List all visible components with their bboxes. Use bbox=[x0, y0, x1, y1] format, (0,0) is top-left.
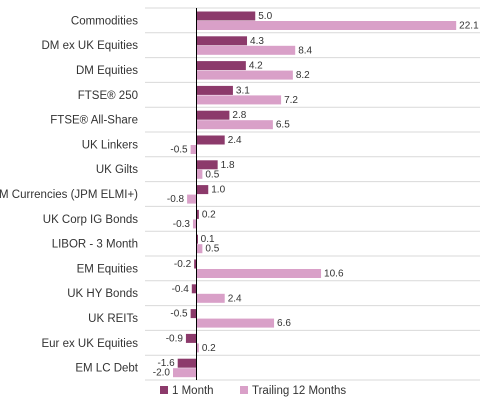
bar-trailing-12-months bbox=[173, 368, 197, 378]
value-label: 10.6 bbox=[324, 269, 344, 280]
value-label: 22.1 bbox=[459, 21, 479, 32]
value-label: 0.1 bbox=[201, 234, 215, 245]
bar-trailing-12-months bbox=[196, 293, 225, 303]
bar-1-month bbox=[196, 160, 218, 170]
bar-trailing-12-months bbox=[190, 145, 197, 154]
value-label: -2.0 bbox=[153, 368, 171, 379]
value-label: 0.5 bbox=[205, 169, 219, 180]
bar-trailing-12-months bbox=[196, 21, 457, 30]
bar-trailing-12-months bbox=[196, 318, 275, 328]
category-label: Commodities bbox=[71, 15, 138, 27]
category-label: UK Corp IG Bonds bbox=[43, 214, 138, 226]
bar-trailing-12-months bbox=[196, 120, 273, 130]
category-label: EM LC Debt bbox=[75, 363, 138, 375]
bar-1-month bbox=[196, 36, 248, 46]
bar-1-month bbox=[196, 135, 225, 145]
bar-trailing-12-months bbox=[196, 244, 203, 254]
value-label: 4.2 bbox=[249, 61, 263, 72]
value-label: 0.5 bbox=[205, 244, 219, 255]
bar-1-month bbox=[196, 85, 233, 95]
bar-trailing-12-months bbox=[196, 95, 282, 105]
bar-trailing-12-months bbox=[196, 70, 293, 80]
value-label: 0.2 bbox=[202, 209, 216, 220]
bar-trailing-12-months bbox=[196, 343, 199, 353]
value-label: -0.4 bbox=[172, 284, 190, 295]
value-label: 8.2 bbox=[296, 70, 310, 81]
value-label: 3.1 bbox=[236, 85, 250, 96]
bar-1-month bbox=[185, 333, 197, 343]
legend-swatch-1-month bbox=[160, 386, 168, 394]
category-label: UK REITs bbox=[88, 313, 138, 325]
value-label: 6.5 bbox=[276, 120, 290, 131]
bar-1-month bbox=[177, 358, 197, 368]
bar-trailing-12-months bbox=[192, 219, 197, 229]
bar-1-month bbox=[196, 110, 230, 120]
value-labels: 5.0 22.1 4.3 8.4 4.2 8.2 3.1 7.2 2.8 6.5 2.4 -0.5 1.… bbox=[153, 11, 479, 379]
value-label: -0.2 bbox=[174, 259, 192, 270]
bar-1-month bbox=[196, 209, 199, 219]
value-label: -0.9 bbox=[166, 333, 184, 344]
value-label: 8.4 bbox=[298, 45, 312, 56]
value-label: 2.4 bbox=[228, 135, 242, 146]
bar-1-month bbox=[196, 61, 246, 71]
category-labels: Commodities DM ex UK Equities DM Equities F… bbox=[0, 15, 139, 374]
value-label: 4.3 bbox=[250, 36, 264, 47]
category-label: UK HY Bonds bbox=[67, 288, 138, 300]
value-label: -0.3 bbox=[173, 219, 191, 230]
value-label: -0.5 bbox=[170, 309, 188, 320]
value-label: -1.6 bbox=[157, 358, 175, 369]
category-label: Eur ex UK Equities bbox=[41, 338, 138, 350]
bar-1-month bbox=[191, 284, 197, 294]
bar-trailing-12-months bbox=[196, 169, 203, 179]
category-label: EM Currencies (JPM ELMI+) bbox=[0, 189, 138, 201]
gridlines bbox=[145, 7, 480, 381]
category-label: EM Equities bbox=[77, 263, 139, 275]
bars bbox=[173, 11, 457, 378]
value-label: 2.8 bbox=[232, 110, 246, 121]
legend-label: Trailing 12 Months bbox=[252, 385, 346, 397]
value-label: 1.8 bbox=[221, 160, 235, 171]
value-label: -0.8 bbox=[167, 194, 185, 205]
value-label: 2.4 bbox=[228, 293, 242, 304]
bar-trailing-12-months bbox=[187, 194, 197, 204]
value-label: 1.0 bbox=[211, 185, 225, 196]
bar-trailing-12-months bbox=[196, 45, 296, 55]
bar-1-month bbox=[196, 234, 198, 244]
legend-label: 1 Month bbox=[172, 385, 214, 397]
value-label: 5.0 bbox=[258, 11, 272, 22]
category-label: UK Gilts bbox=[96, 164, 138, 176]
category-label: FTSE® 250 bbox=[78, 90, 138, 102]
bar-1-month bbox=[194, 259, 197, 269]
legend: 1 Month Trailing 12 Months bbox=[160, 385, 346, 397]
bar-1-month bbox=[190, 309, 197, 319]
category-label: UK Linkers bbox=[82, 139, 138, 151]
category-label: DM Equities bbox=[76, 65, 138, 77]
value-label: -0.5 bbox=[170, 145, 188, 156]
category-label: DM ex UK Equities bbox=[41, 40, 138, 52]
bar-trailing-12-months bbox=[196, 269, 322, 278]
value-label: 7.2 bbox=[284, 95, 298, 106]
legend-swatch-trailing-12-months bbox=[240, 386, 248, 394]
value-label: 0.2 bbox=[202, 343, 216, 354]
bar-1-month bbox=[196, 11, 256, 21]
bar-1-month bbox=[196, 185, 209, 195]
category-label: FTSE® All-Share bbox=[50, 115, 138, 127]
category-label: LIBOR - 3 Month bbox=[52, 239, 138, 251]
value-label: 6.6 bbox=[277, 318, 291, 329]
